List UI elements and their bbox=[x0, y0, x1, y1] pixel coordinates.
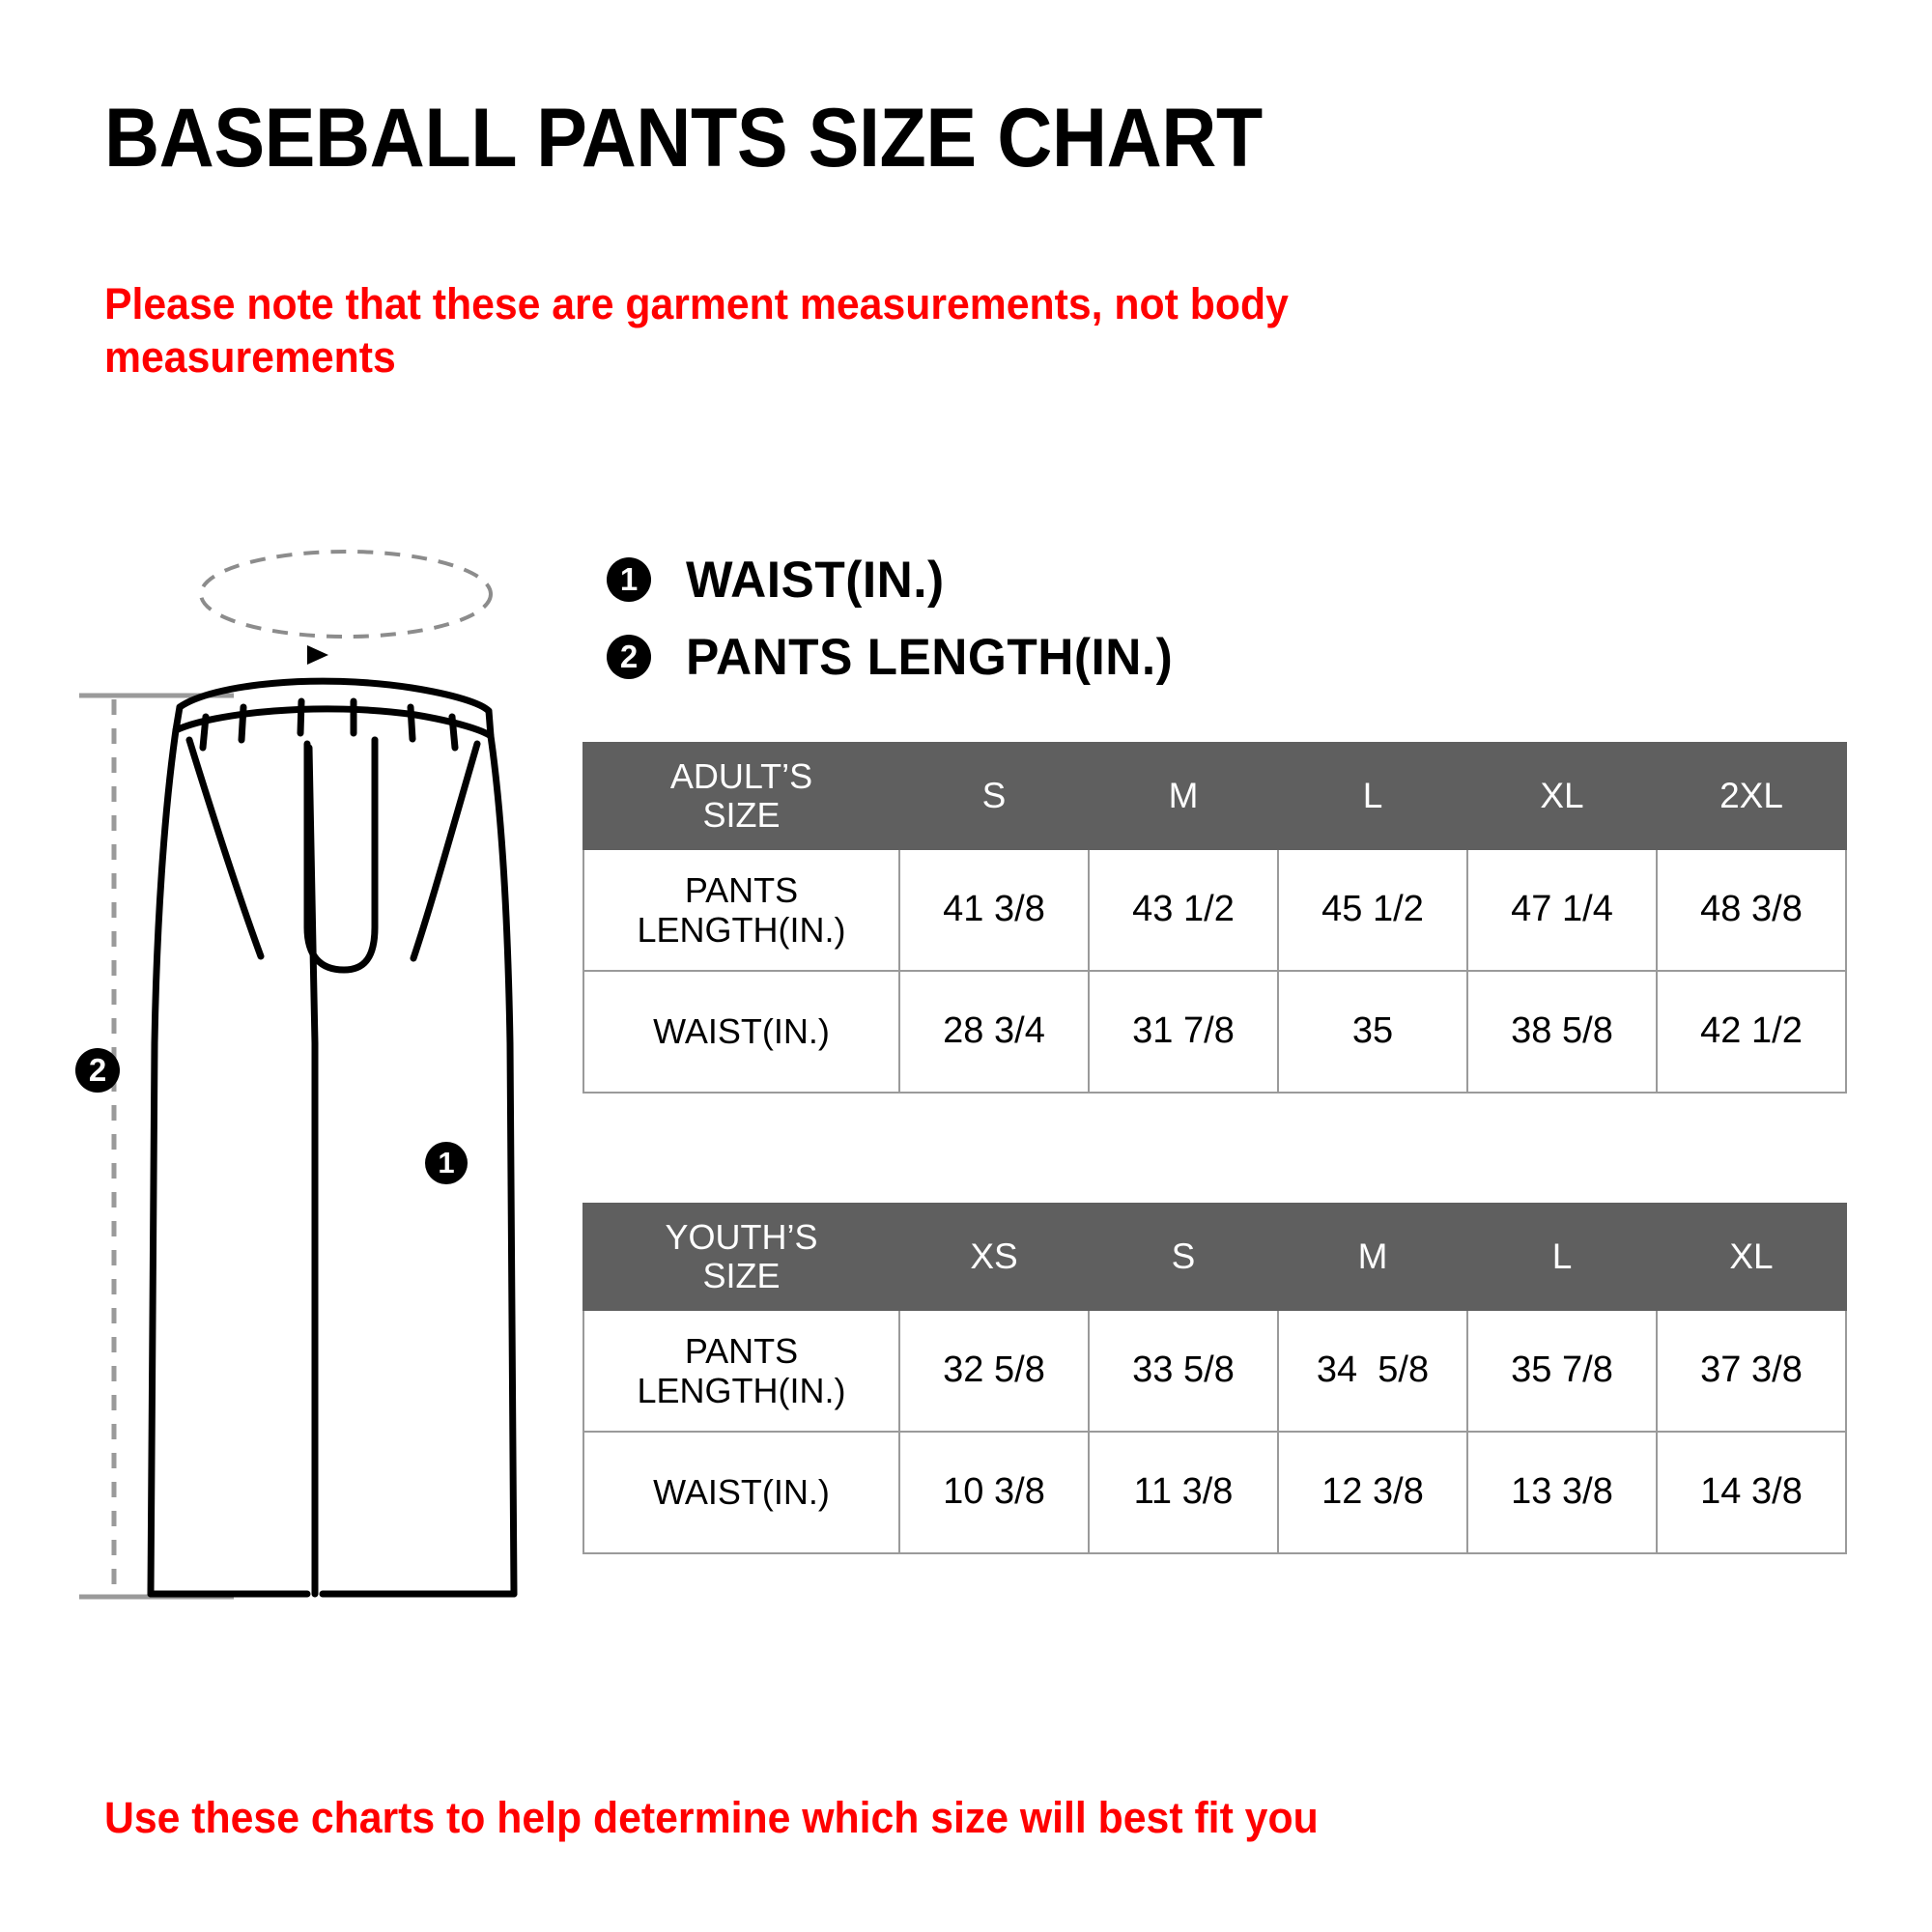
adult-col-xl: XL bbox=[1466, 742, 1658, 850]
youth-waist-xs: 10 3/8 bbox=[898, 1431, 1090, 1554]
youth-corner-line2: SIZE bbox=[702, 1256, 781, 1295]
youth-pants-length-m: 34 5/8 bbox=[1277, 1309, 1468, 1433]
adult-pants-length-m: 43 1/2 bbox=[1088, 848, 1279, 972]
youth-waist-l: 13 3/8 bbox=[1466, 1431, 1658, 1554]
adult-row-label-waist: WAIST(IN.) bbox=[582, 970, 900, 1094]
legend-item-waist: 1 WAIST(IN.) bbox=[607, 541, 1188, 618]
youth-col-m: M bbox=[1277, 1203, 1468, 1311]
adult-row-label-pants-length: PANTS LENGTH(IN.) bbox=[582, 848, 900, 972]
waist-measure-ellipse-icon bbox=[199, 550, 493, 639]
youth-pants-length-xs: 32 5/8 bbox=[898, 1309, 1090, 1433]
adult-corner-cell: ADULT’S SIZE bbox=[582, 742, 900, 850]
legend-item-pants-length: 2 PANTS LENGTH(IN.) bbox=[607, 618, 1188, 696]
youth-row0-label-line1: PANTS bbox=[684, 1330, 799, 1371]
legend-marker-2-icon: 2 bbox=[607, 635, 651, 679]
adult-waist-s: 28 3/4 bbox=[898, 970, 1090, 1094]
youth-row-label-pants-length: PANTS LENGTH(IN.) bbox=[582, 1309, 900, 1433]
table-row: PANTS LENGTH(IN.) 32 5/8 33 5/8 34 5/8 3… bbox=[582, 1309, 1847, 1433]
adult-pants-length-s: 41 3/8 bbox=[898, 848, 1090, 972]
legend-marker-1-icon: 1 bbox=[607, 557, 651, 602]
adult-pants-length-l: 45 1/2 bbox=[1277, 848, 1468, 972]
adult-waist-2xl: 42 1/2 bbox=[1656, 970, 1847, 1094]
youth-corner-line1: YOUTH’S bbox=[665, 1216, 818, 1257]
youth-corner-cell: YOUTH’S SIZE bbox=[582, 1203, 900, 1311]
adult-waist-l: 35 bbox=[1277, 970, 1468, 1094]
table-row: WAIST(IN.) 28 3/4 31 7/8 35 38 5/8 42 1/… bbox=[582, 970, 1847, 1094]
youth-waist-m: 12 3/8 bbox=[1277, 1431, 1468, 1554]
adult-waist-m: 31 7/8 bbox=[1088, 970, 1279, 1094]
diagram-marker-pants-length: 2 bbox=[75, 1048, 120, 1093]
pants-diagram: 1 bbox=[68, 541, 570, 1633]
adult-col-s: S bbox=[898, 742, 1090, 850]
youth-row0-label-line2: LENGTH(IN.) bbox=[637, 1371, 846, 1410]
adult-row0-label-line2: LENGTH(IN.) bbox=[637, 910, 846, 950]
adult-table-body: PANTS LENGTH(IN.) 41 3/8 43 1/2 45 1/2 4… bbox=[582, 848, 1847, 1094]
adult-col-m: M bbox=[1088, 742, 1279, 850]
adult-waist-xl: 38 5/8 bbox=[1466, 970, 1658, 1094]
legend-label-pants-length: PANTS LENGTH(IN.) bbox=[686, 628, 1174, 686]
table-row: PANTS LENGTH(IN.) 41 3/8 43 1/2 45 1/2 4… bbox=[582, 848, 1847, 972]
adult-corner-line1: ADULT’S bbox=[669, 755, 813, 796]
youth-table-head: YOUTH’S SIZE XS S M L XL bbox=[582, 1203, 1847, 1311]
youth-col-xs: XS bbox=[898, 1203, 1090, 1311]
size-help-note: Use these charts to help determine which… bbox=[104, 1793, 1319, 1842]
diagram-marker-waist: 1 bbox=[425, 1142, 468, 1184]
page-title: BASEBALL PANTS SIZE CHART bbox=[104, 92, 1263, 185]
youth-header-row: YOUTH’S SIZE XS S M L XL bbox=[582, 1203, 1847, 1311]
pants-outline bbox=[147, 677, 518, 1598]
youth-waist-xl: 14 3/8 bbox=[1656, 1431, 1847, 1554]
youth-col-xl: XL bbox=[1656, 1203, 1847, 1311]
adult-row0-label-line1: PANTS bbox=[684, 869, 799, 910]
youth-col-s: S bbox=[1088, 1203, 1279, 1311]
youth-waist-s: 11 3/8 bbox=[1088, 1431, 1279, 1554]
adult-col-l: L bbox=[1277, 742, 1468, 850]
youth-pants-length-xl: 37 3/8 bbox=[1656, 1309, 1847, 1433]
adult-size-table: ADULT’S SIZE S M L XL 2XL PANTS LENGTH(I… bbox=[582, 742, 1847, 1094]
youth-col-l: L bbox=[1466, 1203, 1658, 1311]
adult-header-row: ADULT’S SIZE S M L XL 2XL bbox=[582, 742, 1847, 850]
legend-label-waist: WAIST(IN.) bbox=[686, 551, 945, 609]
pants-line-drawing-svg bbox=[79, 550, 518, 1600]
table-row: WAIST(IN.) 10 3/8 11 3/8 12 3/8 13 3/8 1… bbox=[582, 1431, 1847, 1554]
youth-pants-length-s: 33 5/8 bbox=[1088, 1309, 1279, 1433]
waist-measure-arrow-icon bbox=[307, 645, 328, 665]
adult-table-head: ADULT’S SIZE S M L XL 2XL bbox=[582, 742, 1847, 850]
youth-pants-length-l: 35 7/8 bbox=[1466, 1309, 1658, 1433]
measurement-legend: 1 WAIST(IN.) 2 PANTS LENGTH(IN.) bbox=[607, 541, 1188, 696]
adult-corner-line2: SIZE bbox=[702, 795, 781, 835]
adult-col-2xl: 2XL bbox=[1656, 742, 1847, 850]
youth-row-label-waist: WAIST(IN.) bbox=[582, 1431, 900, 1554]
adult-pants-length-2xl: 48 3/8 bbox=[1656, 848, 1847, 972]
garment-measurement-note: Please note that these are garment measu… bbox=[104, 279, 1289, 382]
youth-size-table: YOUTH’S SIZE XS S M L XL PANTS LENGTH(IN… bbox=[582, 1203, 1847, 1554]
adult-pants-length-xl: 47 1/4 bbox=[1466, 848, 1658, 972]
youth-table-body: PANTS LENGTH(IN.) 32 5/8 33 5/8 34 5/8 3… bbox=[582, 1309, 1847, 1554]
